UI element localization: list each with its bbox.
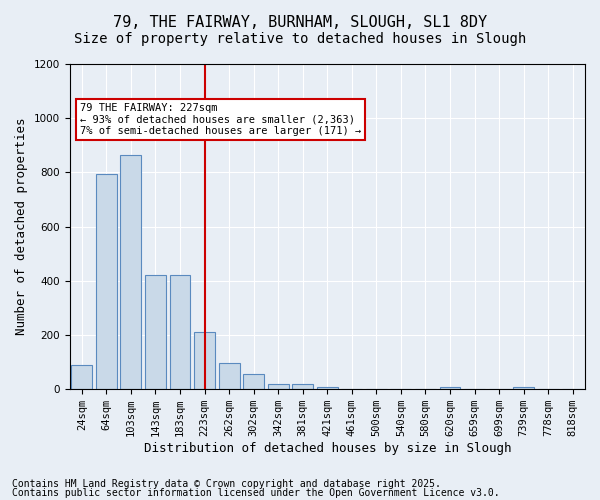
Bar: [268, 384, 289, 389]
Text: Contains HM Land Registry data © Crown copyright and database right 2025.: Contains HM Land Registry data © Crown c…: [12, 479, 441, 489]
Bar: [71, 365, 92, 389]
Bar: [440, 386, 460, 389]
Bar: [317, 386, 338, 389]
Bar: [96, 174, 117, 389]
Bar: [292, 384, 313, 389]
X-axis label: Distribution of detached houses by size in Slough: Distribution of detached houses by size …: [143, 442, 511, 455]
Bar: [194, 332, 215, 389]
Bar: [121, 155, 142, 389]
Bar: [513, 386, 534, 389]
Text: 79, THE FAIRWAY, BURNHAM, SLOUGH, SL1 8DY: 79, THE FAIRWAY, BURNHAM, SLOUGH, SL1 8D…: [113, 15, 487, 30]
Text: Contains public sector information licensed under the Open Government Licence v3: Contains public sector information licen…: [12, 488, 500, 498]
Bar: [170, 276, 190, 389]
Y-axis label: Number of detached properties: Number of detached properties: [15, 118, 28, 336]
Bar: [145, 276, 166, 389]
Bar: [218, 364, 239, 389]
Text: 79 THE FAIRWAY: 227sqm
← 93% of detached houses are smaller (2,363)
7% of semi-d: 79 THE FAIRWAY: 227sqm ← 93% of detached…: [80, 103, 361, 136]
Text: Size of property relative to detached houses in Slough: Size of property relative to detached ho…: [74, 32, 526, 46]
Bar: [243, 374, 264, 389]
